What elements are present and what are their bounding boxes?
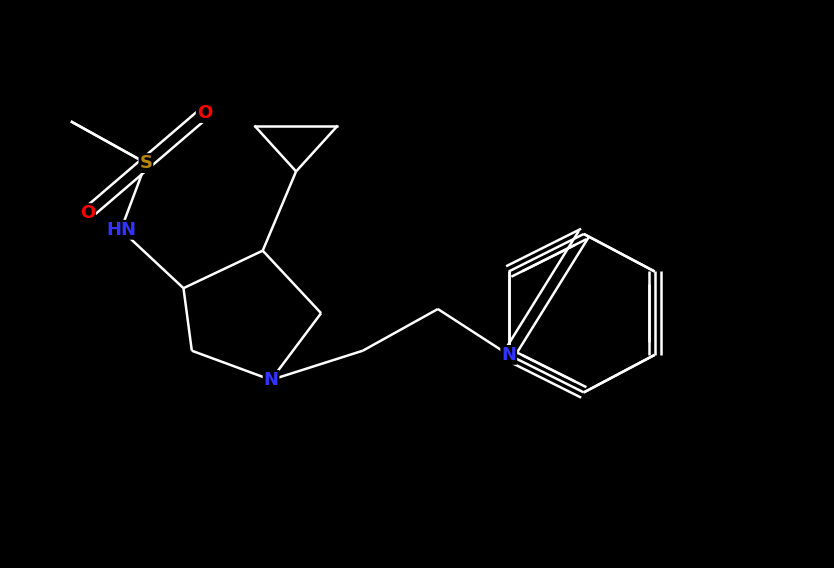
Text: O: O bbox=[197, 104, 212, 122]
Text: HN: HN bbox=[106, 221, 136, 239]
Text: O: O bbox=[80, 204, 95, 222]
Text: N: N bbox=[501, 346, 516, 364]
Text: N: N bbox=[264, 371, 279, 389]
Text: S: S bbox=[139, 154, 153, 172]
